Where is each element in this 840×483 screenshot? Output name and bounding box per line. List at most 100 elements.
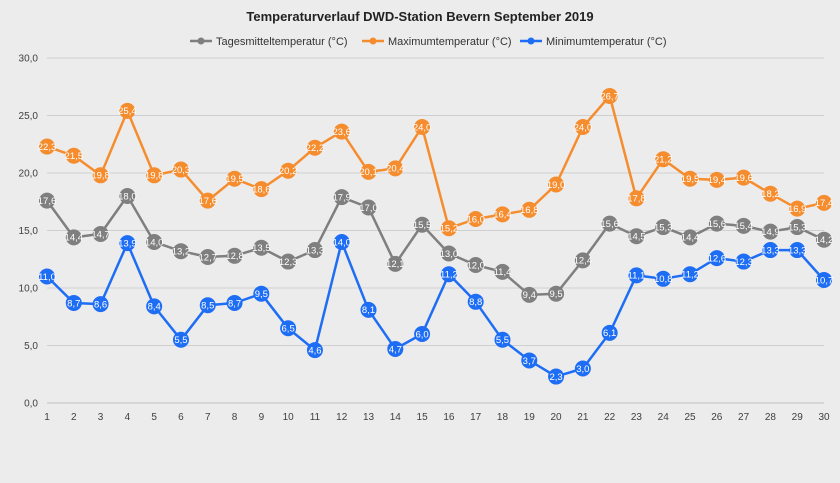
x-tick-label: 12 (336, 412, 348, 423)
y-tick-label: 20,0 (19, 169, 39, 180)
x-tick-label: 15 (417, 412, 429, 423)
data-point (333, 123, 350, 140)
data-point (306, 242, 323, 259)
data-point (467, 211, 484, 227)
data-point (306, 342, 323, 359)
data-point (601, 215, 618, 232)
data-label: 19,8 (145, 171, 164, 182)
data-point (628, 267, 645, 284)
x-tick-label: 3 (98, 412, 104, 423)
x-tick-label: 8 (232, 412, 238, 423)
y-tick-label: 0,0 (24, 399, 38, 410)
data-point (199, 192, 216, 209)
data-label: 20,3 (172, 165, 191, 176)
x-tick-label: 21 (577, 412, 589, 423)
x-tick-label: 28 (765, 412, 777, 423)
data-label: 16,9 (788, 204, 807, 215)
data-label: 3,7 (523, 356, 536, 367)
data-point (280, 162, 297, 179)
data-point (414, 326, 431, 342)
gridlines (47, 57, 824, 404)
y-tick-label: 30,0 (19, 54, 39, 65)
data-label: 24,0 (574, 122, 593, 133)
x-tick-label: 16 (443, 412, 455, 423)
data-label: 17,9 (332, 192, 351, 203)
data-point (65, 294, 82, 311)
x-tick-label: 9 (259, 412, 265, 423)
data-label: 8,8 (469, 297, 482, 308)
data-label: 17,6 (199, 196, 218, 207)
data-label: 5,5 (496, 335, 509, 346)
legend-label: Tagesmitteltemperatur (°C) (216, 36, 348, 48)
data-point (708, 215, 725, 232)
legend-item: Tagesmitteltemperatur (°C) (190, 36, 348, 48)
data-point (708, 171, 725, 188)
series-1: 17,6 14,4 14,7 18,0 14,0 13,2 12,7 12,8 13,5 12,3… (38, 188, 833, 303)
x-axis-ticks: 1 2 3 4 5 6 7 8 9 10 11 12 13 14 15 16 17 18 19 20 21 22 23 24 2… (44, 412, 830, 423)
data-point (574, 360, 591, 377)
data-point (789, 242, 806, 259)
data-label: 13,3 (788, 245, 807, 256)
data-point (280, 320, 297, 337)
data-label: 2,3 (549, 372, 562, 383)
data-label: 12,8 (225, 251, 244, 262)
data-point (39, 192, 55, 209)
data-label: 8,7 (67, 298, 80, 309)
x-tick-label: 26 (711, 412, 723, 423)
data-label: 17,0 (359, 203, 378, 214)
data-point (521, 201, 538, 218)
data-label: 8,6 (94, 299, 107, 310)
data-point (494, 331, 511, 348)
data-label: 9,5 (549, 289, 562, 300)
data-label: 12,6 (708, 253, 727, 264)
data-point (762, 223, 779, 240)
data-label: 11,0 (38, 272, 56, 283)
legend-item: Minimumtemperatur (°C) (520, 36, 667, 48)
x-tick-label: 27 (738, 412, 750, 423)
data-point (414, 216, 431, 233)
data-point (467, 293, 484, 310)
data-label: 16,0 (466, 214, 485, 225)
data-label: 11,2 (440, 270, 458, 281)
data-point (146, 167, 163, 184)
data-point (735, 253, 752, 270)
data-point (628, 190, 645, 207)
data-label: 6,0 (415, 329, 428, 340)
data-label: 11,2 (681, 270, 699, 281)
data-point (574, 119, 591, 135)
data-point (226, 294, 243, 311)
data-point (199, 248, 216, 265)
x-tick-label: 13 (363, 412, 375, 423)
data-point (253, 285, 270, 302)
data-point (65, 229, 82, 246)
data-label: 18,6 (252, 184, 271, 195)
data-point (226, 170, 243, 187)
legend-marker (527, 37, 535, 45)
data-point (65, 147, 82, 164)
data-label: 12,0 (466, 260, 485, 271)
data-point (655, 219, 672, 236)
x-tick-label: 18 (497, 412, 509, 423)
data-point (682, 229, 699, 246)
x-tick-label: 29 (792, 412, 804, 423)
data-point (816, 271, 832, 288)
legend: Tagesmitteltemperatur (°C) Maximumtempera… (190, 36, 667, 48)
legend-label: Maximumtemperatur (°C) (388, 36, 512, 48)
data-point (414, 119, 431, 135)
data-label: 14,5 (627, 232, 646, 243)
data-point (735, 169, 752, 186)
data-point (548, 368, 565, 385)
data-point (762, 242, 779, 259)
data-label: 19,5 (225, 174, 244, 185)
data-label: 9,4 (523, 290, 536, 301)
data-point (628, 228, 645, 245)
data-point (333, 189, 350, 206)
data-label: 14,0 (332, 237, 351, 248)
y-tick-label: 5,0 (24, 341, 38, 352)
data-label: 10,8 (654, 274, 673, 285)
x-tick-label: 11 (310, 412, 321, 423)
data-label: 13,5 (252, 243, 271, 254)
data-point (39, 268, 55, 285)
data-point (655, 270, 672, 287)
